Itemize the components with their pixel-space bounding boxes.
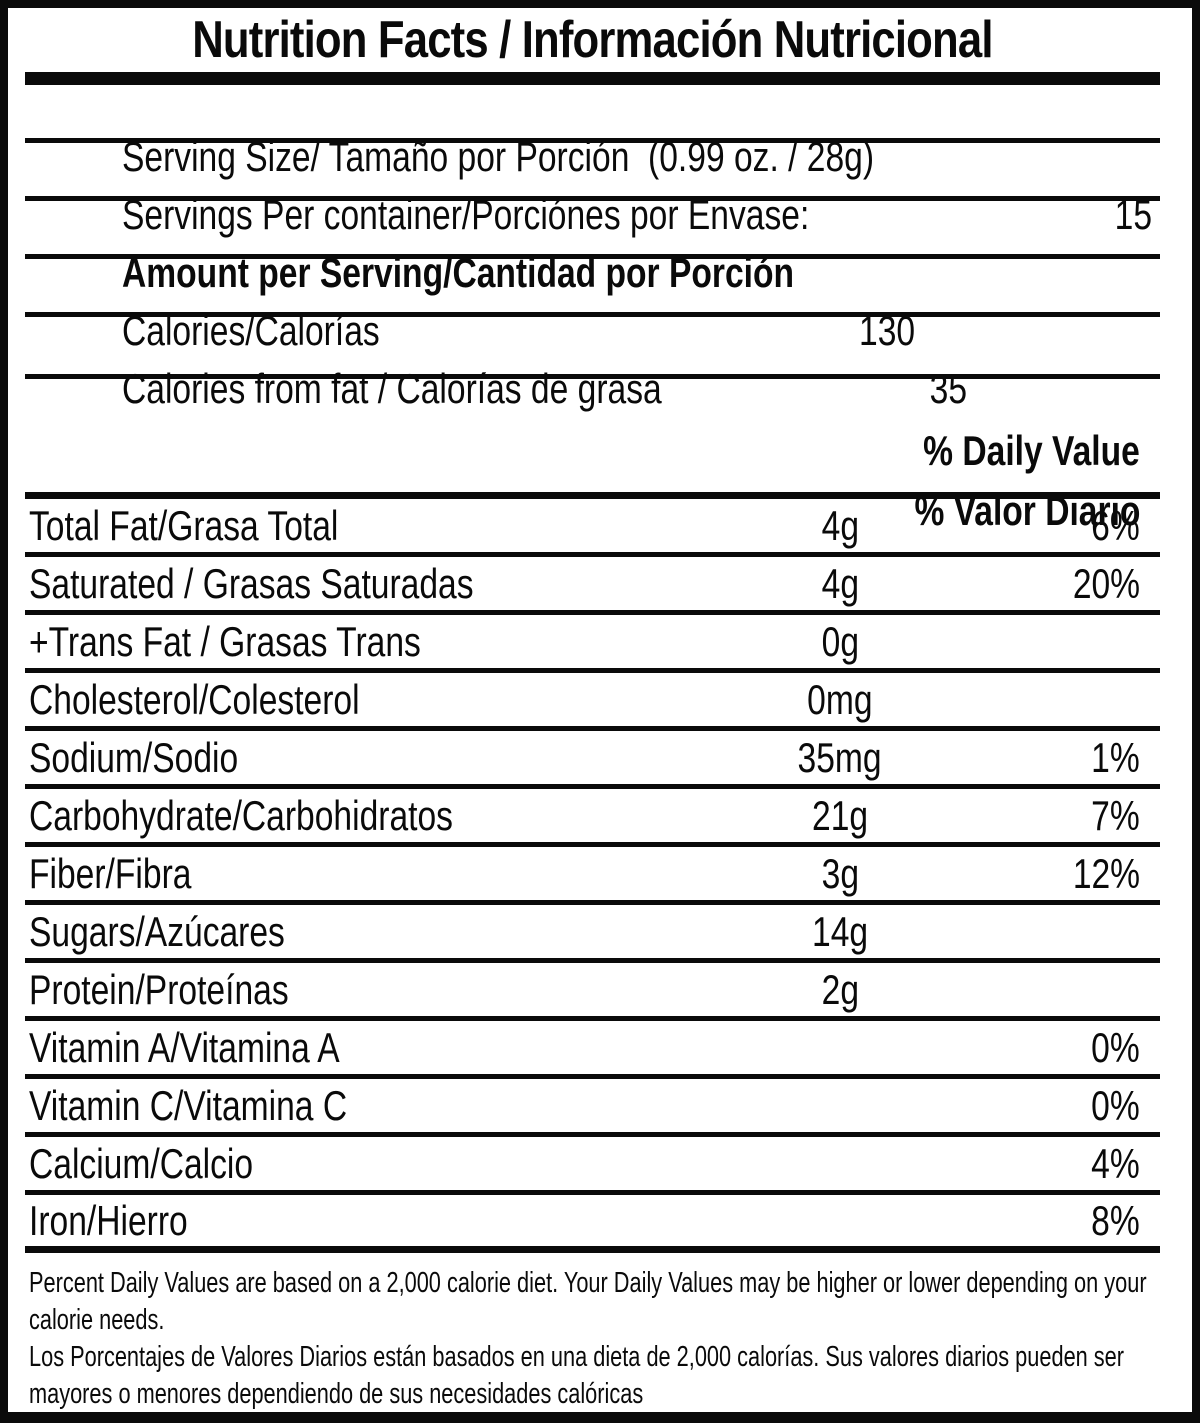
nutrient-amount: 21g	[811, 791, 869, 839]
nutrient-dv: 8%	[1091, 1196, 1140, 1244]
nutrient-amount: 14g	[811, 907, 869, 955]
nutrient-name: Saturated / Grasas Saturadas	[29, 559, 474, 607]
nutrient-row: Cholesterol/Colesterol 0mg	[25, 673, 1160, 731]
nutrient-name: Carbohydrate/Carbohidratos	[29, 791, 453, 839]
amount-per-serving-heading-row: Amount per Serving/Cantidad por Porción	[25, 201, 1160, 296]
calories-from-fat-value: 35	[929, 365, 968, 412]
nutrient-name: Iron/Hierro	[29, 1196, 188, 1244]
nutrient-name: Total Fat/Grasa Total	[29, 501, 339, 549]
daily-value-header-row-es: % Valor Diario	[25, 439, 1160, 534]
nutrient-amount: 0mg	[807, 675, 873, 723]
nutrient-dv: 12%	[1072, 849, 1140, 897]
nutrient-row: +Trans Fat / Grasas Trans 0g	[25, 615, 1160, 673]
title-row: Nutrition Facts / Información Nutriciona…	[25, 8, 1160, 72]
nutrient-dv: 0%	[1091, 1023, 1140, 1071]
calories-label: Calories/Calorías	[122, 307, 381, 354]
nutrient-row: Sugars/Azúcares 14g	[25, 905, 1160, 963]
nutrient-name: Protein/Proteínas	[29, 965, 289, 1013]
nutrient-row: Total Fat/Grasa Total 4g 6%	[25, 499, 1160, 557]
nutrient-name: Vitamin C/Vitamina C	[29, 1081, 348, 1129]
footnote: Percent Daily Values are based on a 2,00…	[25, 1253, 1160, 1412]
daily-value-header-row-en: % Daily Value	[25, 379, 1160, 474]
nutrient-amount: 3g	[821, 849, 859, 897]
nutrient-name: +Trans Fat / Grasas Trans	[29, 617, 421, 665]
serving-size-text: Serving Size/ Tamaño por Porción (0.99 o…	[122, 133, 875, 180]
nutrient-amount: 2g	[821, 965, 859, 1013]
nutrient-row: Sodium/Sodio 35mg 1%	[25, 731, 1160, 789]
nutrient-row: Saturated / Grasas Saturadas 4g 20%	[25, 557, 1160, 615]
calories-value: 130	[858, 307, 915, 354]
footnote-line: Percent Daily Values are based on a 2,00…	[29, 1265, 1160, 1302]
footnote-line-text: Los Porcentajes de Valores Diarios están…	[29, 1341, 1125, 1373]
nutrient-name: Vitamin A/Vitamina A	[29, 1023, 340, 1071]
nutrient-name: Calcium/Calcio	[29, 1139, 254, 1187]
amount-per-serving-heading: Amount per Serving/Cantidad por Porción	[122, 249, 795, 296]
calories-from-fat-row: Calories from fat / Calorías de grasa 35	[25, 317, 1160, 412]
nutrient-row: Fiber/Fibra 3g 12%	[25, 847, 1160, 905]
nutrient-dv: 6%	[1091, 501, 1140, 549]
footnote-line: Los Porcentajes de Valores Diarios están…	[29, 1339, 1160, 1376]
nutrient-dv: 0%	[1091, 1081, 1140, 1129]
footnote-line: calorie needs.	[29, 1302, 1160, 1339]
nutrient-dv: 20%	[1072, 559, 1140, 607]
nutrient-dv: 7%	[1091, 791, 1140, 839]
footnote-line: mayores o menores dependiendo de sus nec…	[29, 1376, 1160, 1412]
servings-per-container-value: 15	[1114, 191, 1152, 238]
nutrient-row: Vitamin C/Vitamina C 0%	[25, 1079, 1160, 1137]
title-divider-bar	[25, 72, 1160, 85]
nutrient-dv: 4%	[1091, 1139, 1140, 1187]
calories-row: Calories/Calorías 130	[25, 259, 1160, 354]
daily-value-header-es: % Valor Diario	[914, 487, 1140, 534]
nutrient-name: Cholesterol/Colesterol	[29, 675, 360, 723]
calories-from-fat-label: Calories from fat / Calorías de grasa	[122, 365, 663, 412]
servings-per-container-row: Servings Per container/Porciónes por Env…	[25, 143, 1160, 238]
serving-size-row: Serving Size/ Tamaño por Porción (0.99 o…	[25, 85, 1160, 180]
nutrient-row: Carbohydrate/Carbohidratos 21g 7%	[25, 789, 1160, 847]
footnote-line-text: calorie needs.	[29, 1304, 165, 1336]
daily-value-header-en: % Daily Value	[923, 427, 1140, 474]
label-title: Nutrition Facts / Información Nutriciona…	[192, 11, 993, 69]
nutrient-amount: 4g	[821, 501, 859, 549]
nutrient-name: Fiber/Fibra	[29, 849, 192, 897]
nutrient-rows: Total Fat/Grasa Total 4g 6% Saturated / Gra…	[25, 499, 1160, 1253]
footnote-line-text: mayores o menores dependiendo de sus nec…	[29, 1378, 644, 1410]
nutrient-amount: 4g	[821, 559, 859, 607]
nutrient-amount: 35mg	[797, 733, 883, 781]
nutrient-row: Calcium/Calcio 4%	[25, 1137, 1160, 1195]
nutrient-row: Protein/Proteínas 2g	[25, 963, 1160, 1021]
nutrient-amount: 0g	[821, 617, 859, 665]
nutrient-row: Vitamin A/Vitamina A 0%	[25, 1021, 1160, 1079]
servings-per-container-label: Servings Per container/Porciónes por Env…	[122, 191, 810, 238]
nutrient-name: Sodium/Sodio	[29, 733, 239, 781]
nutrient-row: Iron/Hierro 8%	[25, 1195, 1160, 1253]
footnote-line-text: Percent Daily Values are based on a 2,00…	[29, 1267, 1147, 1299]
nutrient-dv: 1%	[1091, 733, 1140, 781]
nutrient-name: Sugars/Azúcares	[29, 907, 285, 955]
